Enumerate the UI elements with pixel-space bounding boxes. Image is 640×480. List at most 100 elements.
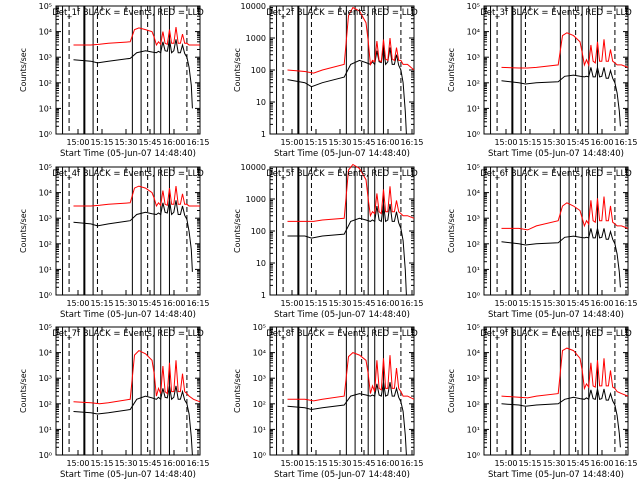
- y-tick-label: 10⁴: [467, 189, 480, 198]
- series-line-events: [287, 382, 407, 456]
- series-line-events: [73, 385, 193, 456]
- chart-title: Det_7f BLACK = Events, RED = LLD: [52, 329, 204, 339]
- y-tick-label: 10⁵: [467, 323, 480, 332]
- x-axis-label: Start Time (05-Jun-07 14:48:40): [60, 470, 196, 480]
- x-tick-label: 15:30: [114, 459, 137, 468]
- x-tick-label: 15:45: [138, 299, 161, 308]
- x-tick-label: 15:30: [542, 138, 565, 147]
- y-tick-label: 10⁵: [467, 163, 480, 172]
- x-tick-label: 15:15: [518, 459, 541, 468]
- x-axis-label: Start Time (05-Jun-07 14:48:40): [488, 310, 624, 320]
- x-tick-label: 16:15: [400, 138, 423, 147]
- x-tick-label: 15:30: [114, 299, 137, 308]
- y-tick-label: 10³: [467, 374, 480, 383]
- y-tick-label: 10⁴: [253, 349, 266, 358]
- y-tick-label: 10³: [39, 374, 52, 383]
- y-tick-label: 10: [256, 98, 266, 107]
- x-tick-label: 15:00: [494, 459, 517, 468]
- chart-title: Det_6f BLACK = Events, RED = LLD: [480, 169, 632, 179]
- y-tick-label: 1000: [246, 34, 266, 43]
- y-tick-label: 1: [261, 130, 266, 139]
- x-tick-label: 15:15: [90, 138, 113, 147]
- y-tick-label: 10¹: [467, 425, 480, 434]
- y-tick-label: 10⁵: [253, 323, 266, 332]
- y-axis-label: Counts/sec: [19, 48, 28, 92]
- series-line-events: [501, 228, 621, 288]
- x-tick-label: 15:15: [90, 299, 113, 308]
- series-line-lld: [73, 27, 200, 47]
- chart-title: Det_9f BLACK = Events, RED = LLD: [480, 329, 632, 339]
- y-tick-label: 10²: [467, 400, 480, 409]
- plot-frame: [483, 166, 629, 296]
- y-axis-label: Counts/sec: [233, 209, 242, 253]
- chart-panel-5: 1 10 100 1000 10000 15:00 15:15 15:30 15:45 16:00…: [233, 163, 424, 320]
- x-tick-label: 15:30: [328, 138, 351, 147]
- x-tick-label: 15:00: [66, 138, 89, 147]
- y-axis-label: Counts/sec: [447, 369, 456, 413]
- plot-frame: [269, 166, 415, 296]
- x-tick-label: 15:00: [280, 138, 303, 147]
- x-tick-label: 15:45: [138, 459, 161, 468]
- y-tick-label: 100: [251, 66, 266, 75]
- x-tick-label: 15:30: [542, 459, 565, 468]
- series-line-lld: [287, 352, 415, 402]
- x-tick-label: 15:30: [542, 299, 565, 308]
- x-tick-label: 16:00: [162, 299, 185, 308]
- x-tick-label: 15:15: [304, 138, 327, 147]
- x-tick-label: 15:30: [328, 299, 351, 308]
- chart-title: Det_5f BLACK = Events, RED = LLD: [266, 169, 418, 179]
- chart-title: Det_3f BLACK = Events, RED = LLD: [480, 8, 632, 18]
- y-tick-label: 10¹: [39, 425, 52, 434]
- plot-frame: [55, 166, 201, 296]
- x-tick-label: 16:00: [376, 459, 399, 468]
- chart-title: Det_8f BLACK = Events, RED = LLD: [266, 329, 418, 339]
- x-tick-label: 16:15: [614, 459, 637, 468]
- y-axis-label: Counts/sec: [19, 209, 28, 253]
- y-tick-label: 10¹: [467, 104, 480, 113]
- plot-frame: [55, 326, 201, 456]
- chart-title: Det_4f BLACK = Events, RED = LLD: [52, 169, 204, 179]
- series-line-lld: [287, 163, 415, 222]
- x-tick-label: 16:00: [590, 299, 613, 308]
- x-axis-label: Start Time (05-Jun-07 14:48:40): [488, 470, 624, 480]
- x-tick-label: 15:45: [138, 138, 161, 147]
- y-tick-label: 10⁴: [39, 349, 52, 358]
- series-line-lld: [501, 32, 629, 69]
- y-tick-label: 100: [251, 227, 266, 236]
- y-axis-label: Counts/sec: [447, 48, 456, 92]
- x-tick-label: 16:15: [614, 299, 637, 308]
- y-tick-label: 10¹: [467, 265, 480, 274]
- plot-frame: [483, 326, 629, 456]
- y-tick-label: 10⁴: [39, 28, 52, 37]
- plot-frame: [55, 5, 201, 135]
- series-line-events: [287, 203, 407, 296]
- x-tick-label: 16:15: [614, 138, 637, 147]
- y-tick-label: 10¹: [39, 104, 52, 113]
- y-axis-label: Counts/sec: [447, 209, 456, 253]
- x-tick-label: 16:15: [186, 459, 209, 468]
- y-tick-label: 10⁰: [253, 451, 266, 460]
- series-line-events: [73, 200, 193, 272]
- x-tick-label: 15:45: [352, 299, 375, 308]
- chart-title: Det_1f BLACK = Events, RED = LLD: [52, 8, 204, 18]
- y-axis-label: Counts/sec: [233, 48, 242, 92]
- x-tick-label: 15:15: [304, 459, 327, 468]
- series-line-events: [287, 47, 407, 135]
- x-tick-label: 15:00: [280, 459, 303, 468]
- plot-frame: [483, 5, 629, 135]
- x-tick-label: 15:45: [566, 459, 589, 468]
- y-tick-label: 10⁵: [39, 323, 52, 332]
- series-line-events: [73, 39, 193, 109]
- y-tick-label: 10¹: [39, 265, 52, 274]
- x-tick-label: 16:00: [376, 138, 399, 147]
- x-tick-label: 15:00: [494, 299, 517, 308]
- x-tick-label: 16:00: [162, 138, 185, 147]
- series-line-lld: [73, 349, 201, 405]
- x-tick-label: 15:15: [90, 459, 113, 468]
